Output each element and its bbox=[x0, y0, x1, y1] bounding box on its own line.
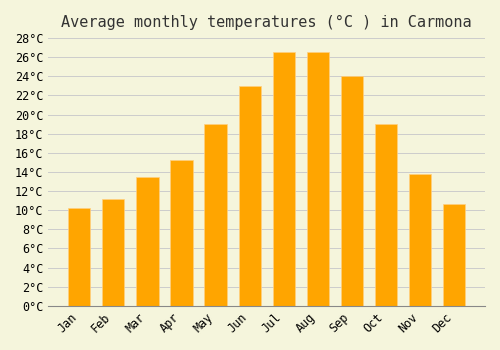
Bar bbox=[375, 124, 397, 306]
Title: Average monthly temperatures (°C ) in Carmona: Average monthly temperatures (°C ) in Ca… bbox=[62, 15, 472, 30]
Bar bbox=[409, 174, 431, 306]
Bar bbox=[272, 52, 295, 306]
Bar bbox=[136, 177, 158, 306]
Bar bbox=[238, 86, 260, 306]
Bar bbox=[68, 208, 90, 306]
Bar bbox=[306, 52, 329, 306]
Bar bbox=[170, 160, 192, 306]
Bar bbox=[443, 204, 465, 306]
Bar bbox=[341, 76, 363, 306]
Bar bbox=[102, 199, 124, 306]
Bar bbox=[204, 124, 227, 306]
